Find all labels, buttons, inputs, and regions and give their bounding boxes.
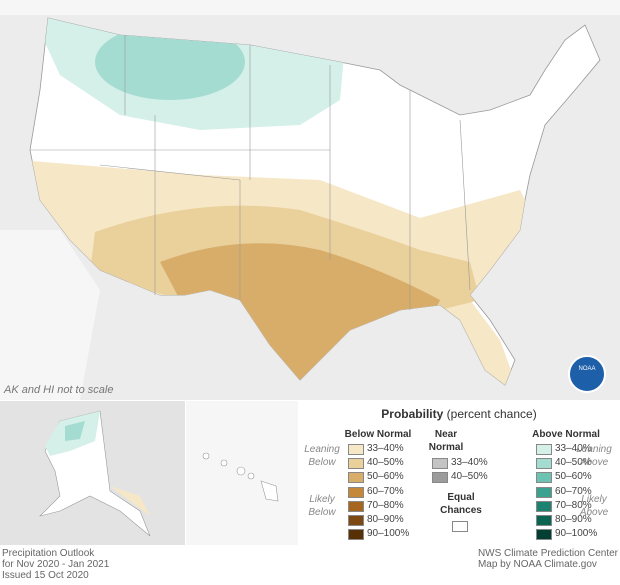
subtitle: (percent chance) — [443, 407, 537, 421]
swatch-label: 50–60% — [367, 471, 404, 483]
state-borders — [30, 35, 471, 310]
swatch — [536, 472, 552, 484]
hawaii — [202, 452, 279, 502]
group-label: Likely Above — [579, 494, 609, 518]
below-50-60 — [160, 243, 440, 385]
noaa-logo — [568, 355, 606, 393]
equal-swatch — [452, 521, 468, 532]
swatch — [432, 458, 448, 469]
swatch-label: 33–40% — [555, 443, 592, 454]
footer-line: for Nov 2020 - Jan 2021 — [2, 559, 110, 570]
column-heading: Below Normal — [344, 429, 412, 440]
swatch-label: 70–80% — [555, 499, 592, 511]
swatch — [536, 515, 552, 526]
swatch-label: 60–70% — [367, 485, 404, 497]
footer-line: Precipitation Outlook — [2, 548, 95, 559]
hawaii-inset — [186, 401, 298, 545]
logo-text: NOAA — [578, 366, 595, 372]
swatch — [348, 529, 364, 541]
swatch — [536, 458, 552, 470]
swatch-label: 33–40% — [367, 443, 404, 454]
swatch — [348, 458, 364, 470]
column-heading: Above Normal — [532, 429, 600, 440]
footer-line: Map by NOAA Climate.gov — [477, 559, 597, 570]
swatch-label: 50–60% — [555, 471, 592, 483]
swatch-label: 70–80% — [367, 499, 404, 511]
footer-line: NWS Climate Prediction Center — [477, 548, 618, 559]
swatch-label: 33–40% — [451, 457, 488, 468]
swatch — [348, 472, 364, 484]
swatch-label: 80–90% — [555, 514, 592, 525]
ocean — [0, 0, 620, 400]
above-40-50 — [95, 24, 245, 100]
scale-note: AK and HI not to scale — [3, 384, 113, 396]
title: Probability — [381, 407, 444, 421]
footer-right: NWS Climate Prediction Center Map by NOAA… — [478, 548, 618, 570]
swatch-label: 80–90% — [367, 514, 404, 525]
footer-left: Precipitation Outlook for Nov 2020 - Jan … — [2, 548, 109, 581]
swatch — [432, 472, 448, 484]
swatch-label: 40–50% — [555, 457, 592, 469]
swatch — [536, 444, 552, 455]
group-label: Leaning Below — [304, 444, 340, 468]
swatch — [348, 444, 364, 455]
swatch — [536, 500, 552, 512]
swatch — [348, 515, 364, 526]
swatch — [348, 500, 364, 512]
swatch — [348, 486, 364, 498]
ak-below — [110, 486, 150, 516]
group-label: Leaning Above — [576, 444, 612, 468]
map: AK and HI not to scale NOAA — [0, 0, 620, 400]
swatch-label: 90–100% — [555, 528, 598, 540]
swatch — [536, 529, 552, 541]
legend: Probability (percent chance) Below Normal… — [298, 401, 620, 545]
footer-line: Issued 15 Oct 2020 — [2, 570, 89, 581]
group-label: Likely Below — [308, 494, 336, 518]
swatch-label: 60–70% — [555, 485, 592, 497]
ak-above-2 — [65, 421, 85, 441]
equal-chances: Equal Chances — [440, 492, 482, 516]
swatch — [536, 486, 552, 498]
swatch-label: 40–50% — [367, 457, 404, 469]
column-heading: Near Normal — [428, 429, 464, 453]
alaska-inset — [0, 401, 185, 545]
legend-title: Probability (percent chance) — [298, 407, 620, 421]
swatch-label: 40–50% — [451, 471, 488, 483]
swatch-label: 90–100% — [367, 528, 410, 540]
